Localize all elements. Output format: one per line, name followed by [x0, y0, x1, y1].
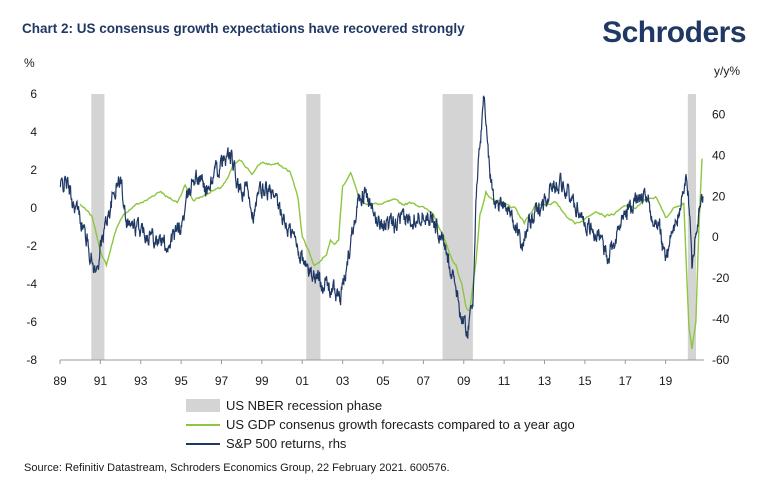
x-tick-label: 13	[538, 374, 552, 388]
x-tick-label: 15	[578, 374, 592, 388]
y-left-tick-label: 6	[30, 87, 37, 101]
x-tick-label: 19	[659, 374, 673, 388]
y-right-tick-label: 20	[712, 189, 726, 203]
y-right-tick-label: 60	[712, 107, 726, 121]
x-tick-label: 01	[296, 374, 310, 388]
y-left-tick-label: 2	[30, 163, 37, 177]
y-right-tick-label: -60	[712, 353, 730, 367]
y-right-tick-label: -40	[712, 312, 730, 326]
legend-label-gdp: US GDP consenus growth forecasts compare…	[226, 417, 575, 432]
series-gdp-forecast-line	[79, 158, 703, 350]
y-left-tick-label: -6	[26, 315, 37, 329]
legend-item-gdp: US GDP consenus growth forecasts compare…	[186, 415, 575, 434]
y-right-tick-label: 0	[712, 230, 719, 244]
left-axis-unit: %	[24, 56, 35, 70]
x-tick-label: 97	[215, 374, 229, 388]
x-tick-label: 09	[457, 374, 471, 388]
x-tick-label: 17	[619, 374, 633, 388]
y-right-tick-label: -20	[712, 271, 730, 285]
x-tick-label: 05	[376, 374, 390, 388]
y-right-tick-label: 40	[712, 148, 726, 162]
y-left-tick-label: -2	[26, 239, 37, 253]
legend-item-recession: US NBER recession phase	[186, 396, 575, 415]
y-left-tick-label: -4	[26, 277, 37, 291]
recession-band	[442, 94, 473, 360]
chart-legend: US NBER recession phase US GDP consenus …	[186, 396, 575, 453]
legend-label-recession: US NBER recession phase	[226, 398, 383, 413]
y-left-tick-label: 0	[30, 201, 37, 215]
x-tick-label: 95	[174, 374, 188, 388]
legend-swatch-sp500	[186, 442, 220, 445]
y-left-tick-label: 4	[30, 125, 37, 139]
y-left-tick-label: -8	[26, 353, 37, 367]
x-tick-label: 11	[498, 374, 511, 388]
recession-band	[306, 94, 321, 360]
legend-item-sp500: S&P 500 returns, rhs	[186, 434, 575, 453]
x-tick-label: 91	[94, 374, 108, 388]
x-tick-label: 89	[53, 374, 67, 388]
legend-swatch-recession	[186, 399, 220, 412]
x-tick-label: 99	[255, 374, 269, 388]
legend-label-sp500: S&P 500 returns, rhs	[226, 436, 347, 451]
brand-logo: Schroders	[602, 16, 746, 49]
x-tick-label: 93	[134, 374, 148, 388]
recession-band	[91, 94, 105, 360]
chart-title: Chart 2: US consensus growth expectation…	[22, 21, 465, 36]
x-tick-label: 07	[417, 374, 431, 388]
right-axis-unit: y/y%	[714, 64, 741, 78]
source-note: Source: Refinitiv Datastream, Schroders …	[24, 462, 450, 474]
x-tick-label: 03	[336, 374, 350, 388]
recession-band	[687, 94, 696, 360]
legend-swatch-gdp	[186, 423, 220, 426]
series-sp500-line	[59, 95, 704, 339]
